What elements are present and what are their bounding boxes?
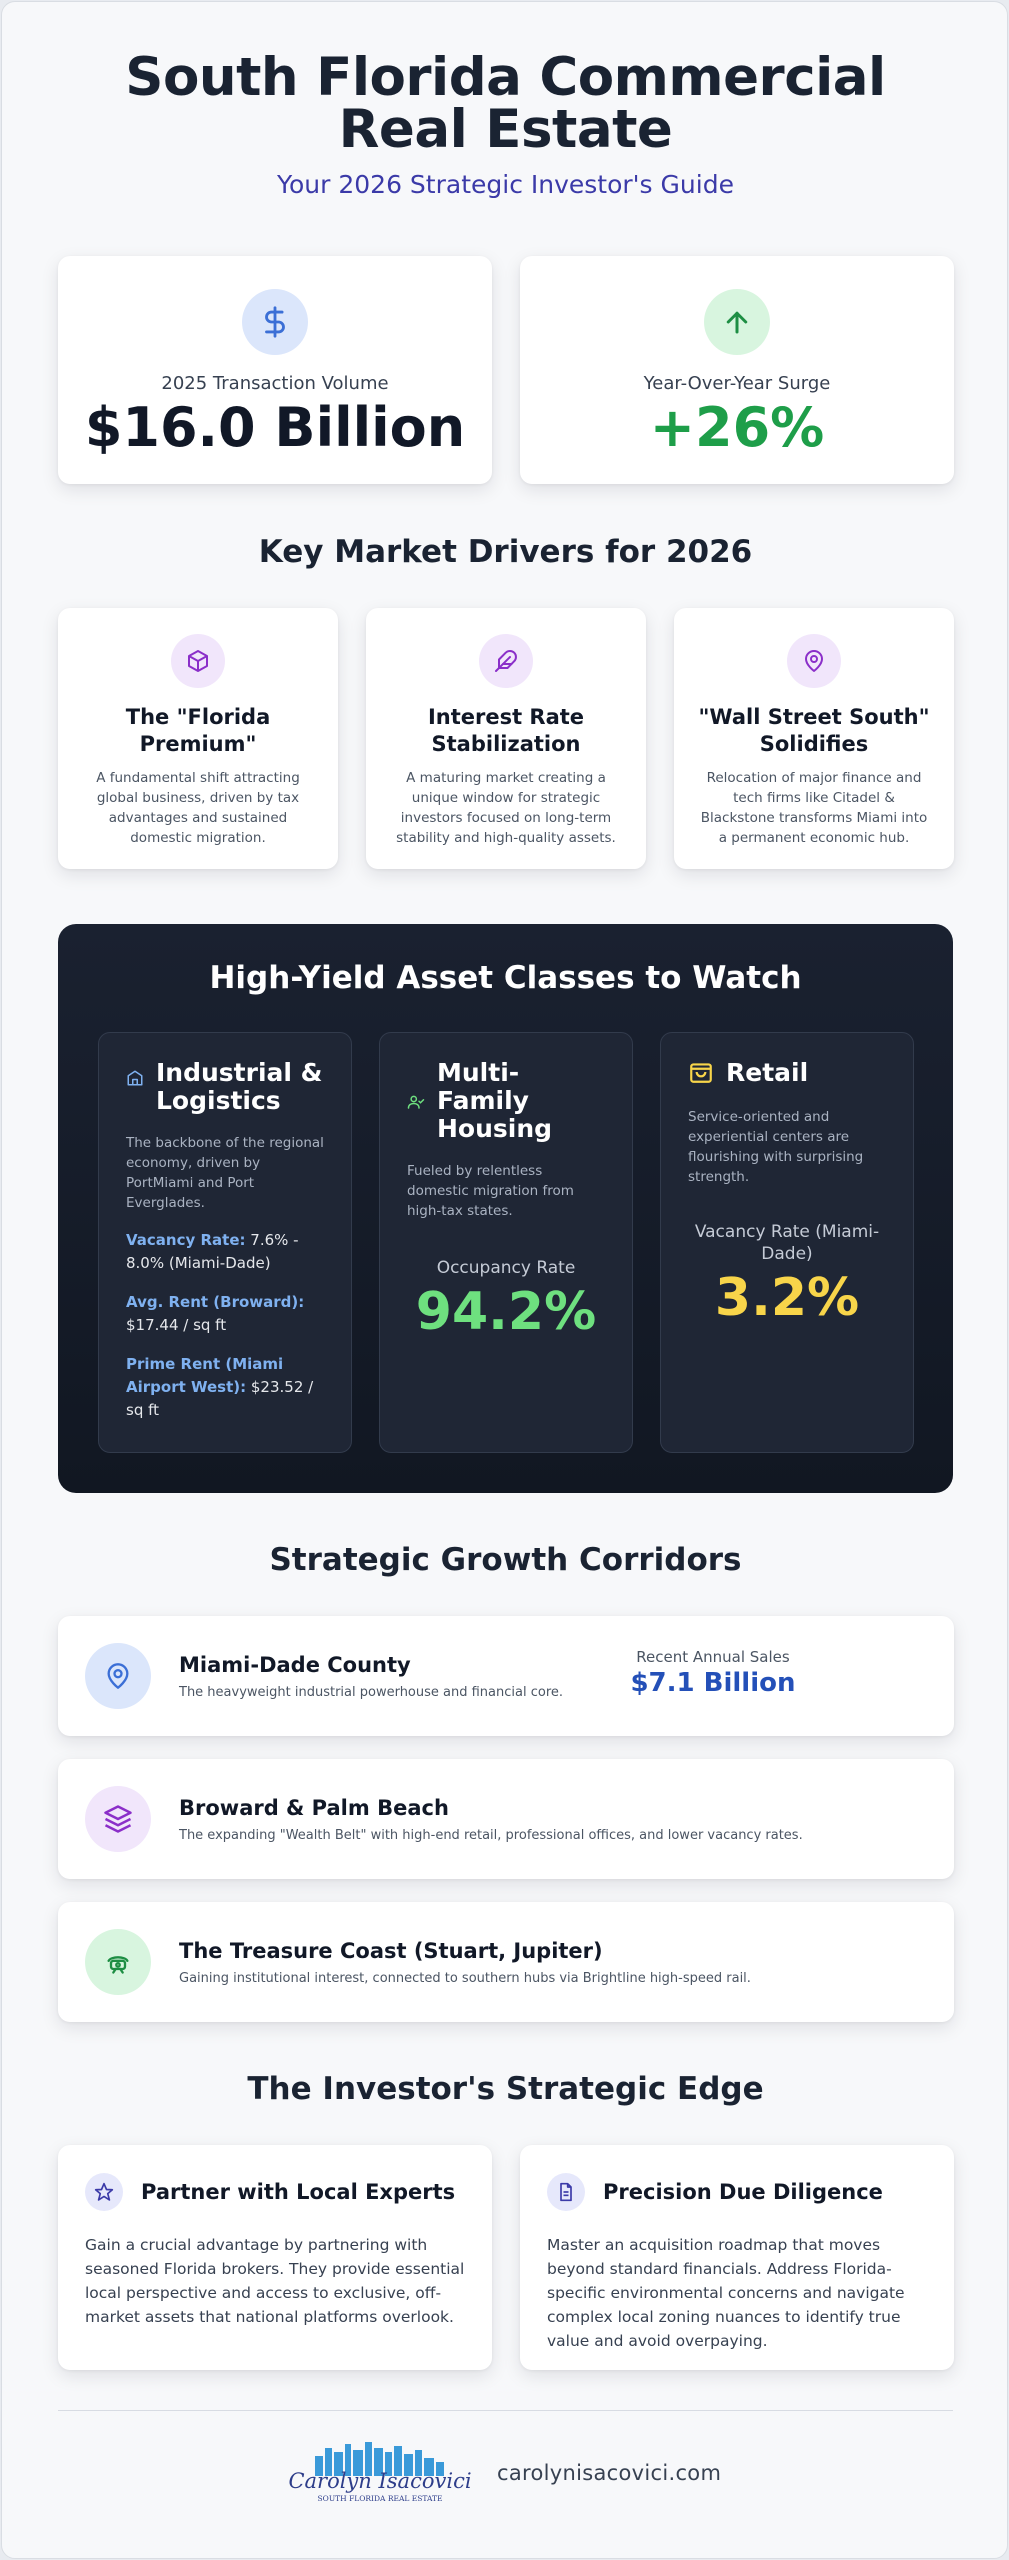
corridor-description: The expanding "Wealth Belt" with high-en… — [179, 1827, 803, 1843]
edge-title: Partner with Local Experts — [141, 2180, 456, 2204]
stat-label: Year-Over-Year Surge — [643, 373, 831, 394]
footer-divider — [58, 2410, 953, 2411]
asset-title: Industrial & Logistics — [156, 1058, 323, 1115]
corridor-sales: Recent Annual Sales $7.1 Billion — [603, 1648, 823, 1698]
corridor-card-miami-dade: Miami-Dade County The heavyweight indust… — [58, 1616, 954, 1736]
asset-stat: Avg. Rent (Broward): $17.44 / sq ft — [126, 1291, 324, 1337]
stat-value: $16.0 Billion — [84, 396, 466, 459]
driver-card-wall-street-south: "Wall Street South" Solidifies Relocatio… — [674, 608, 954, 869]
svg-text:SOUTH FLORIDA REAL ESTATE: SOUTH FLORIDA REAL ESTATE — [318, 2494, 443, 2503]
sales-label: Recent Annual Sales — [636, 1648, 790, 1666]
asset-card-multifamily: Multi-Family Housing Fueled by relentles… — [379, 1032, 633, 1453]
corridor-card-treasure-coast: The Treasure Coast (Stuart, Jupiter) Gai… — [58, 1902, 954, 2022]
asset-card-industrial: Industrial & Logistics The backbone of t… — [98, 1032, 352, 1453]
map-pin-icon — [787, 634, 841, 688]
asset-metric: Occupancy Rate 94.2% — [407, 1257, 605, 1341]
stat-value: +26% — [649, 396, 825, 459]
dollar-icon — [242, 289, 308, 355]
svg-text:Carolyn Isacovici: Carolyn Isacovici — [288, 2469, 471, 2493]
assets-section-title: High-Yield Asset Classes to Watch — [209, 960, 802, 996]
asset-metric: Vacancy Rate (Miami-Dade) 3.2% — [688, 1221, 886, 1327]
map-pin-icon — [85, 1643, 151, 1709]
company-logo[interactable]: Carolyn Isacovici SOUTH FLORIDA REAL EST… — [287, 2438, 473, 2508]
corridors-section-title: Strategic Growth Corridors — [269, 1542, 742, 1578]
asset-title: Multi-Family Housing — [437, 1058, 553, 1143]
corridor-name: Miami-Dade County — [179, 1652, 411, 1677]
asset-stat: Vacancy Rate: 7.6% - 8.0% (Miami-Dade) — [126, 1229, 324, 1275]
drivers-section-title: Key Market Drivers for 2026 — [258, 534, 753, 570]
asset-stat-value: $17.44 / sq ft — [126, 1316, 227, 1334]
edge-section-title: The Investor's Strategic Edge — [247, 2071, 764, 2107]
driver-card-florida-premium: The "Florida Premium" A fundamental shif… — [58, 608, 338, 869]
asset-stat-key: Vacancy Rate: — [126, 1231, 246, 1249]
train-icon — [85, 1929, 151, 1995]
asset-title: Retail — [726, 1058, 809, 1087]
warehouse-icon — [126, 1069, 144, 1091]
asset-stat-value: 7.6% - 8.0% (Miami-Dade) — [126, 1231, 299, 1272]
asset-stat: Prime Rent (Miami Airport West): $23.52 … — [126, 1353, 324, 1422]
driver-text: A maturing market creating a unique wind… — [396, 770, 616, 846]
cube-icon — [171, 634, 225, 688]
asset-description: The backbone of the regional economy, dr… — [126, 1135, 324, 1211]
asset-classes-panel: High-Yield Asset Classes to Watch Indust… — [58, 924, 953, 1493]
driver-title: "Wall Street South" Solidifies — [698, 705, 930, 756]
arrow-up-icon — [704, 289, 770, 355]
page-subtitle: Your 2026 Strategic Investor's Guide — [277, 170, 734, 199]
driver-card-interest-rate: Interest Rate Stabilization A maturing m… — [366, 608, 646, 869]
page-title: South Florida Commercial Real Estate — [125, 47, 886, 160]
document-icon — [547, 2173, 585, 2211]
hero-header: South Florida Commercial Real Estate You… — [58, 47, 953, 199]
edge-text: Master an acquisition roadmap that moves… — [547, 2236, 905, 2350]
sales-value: $7.1 Billion — [630, 1668, 796, 1698]
metric-value: 3.2% — [714, 1268, 860, 1328]
asset-description: Fueled by relentless domestic migration … — [407, 1163, 574, 1219]
asset-stat-key: Avg. Rent (Broward): — [126, 1293, 305, 1311]
shopping-bag-icon — [688, 1059, 714, 1089]
asset-description: Service-oriented and experiential center… — [688, 1109, 864, 1185]
edge-title: Precision Due Diligence — [603, 2180, 883, 2204]
stat-label: 2025 Transaction Volume — [161, 373, 389, 394]
metric-label: Vacancy Rate (Miami-Dade) — [694, 1222, 880, 1264]
corridor-description: Gaining institutional interest, connecte… — [179, 1970, 751, 1986]
driver-text: Relocation of major finance and tech fir… — [700, 770, 928, 846]
edge-card-local-experts: Partner with Local Experts Gain a crucia… — [58, 2145, 492, 2370]
asset-card-retail: Retail Service-oriented and experiential… — [660, 1032, 914, 1453]
edge-card-due-diligence: Precision Due Diligence Master an acquis… — [520, 2145, 954, 2370]
edge-text: Gain a crucial advantage by partnering w… — [85, 2236, 465, 2326]
metric-value: 94.2% — [415, 1282, 597, 1342]
stat-card-transaction-volume: 2025 Transaction Volume $16.0 Billion — [58, 256, 492, 484]
asset-stat-value: $23.52 / sq ft — [126, 1378, 314, 1419]
driver-text: A fundamental shift attracting global bu… — [96, 770, 300, 846]
star-icon — [85, 2173, 123, 2211]
corridor-name: The Treasure Coast (Stuart, Jupiter) — [179, 1938, 603, 1963]
metric-label: Occupancy Rate — [436, 1258, 576, 1278]
website-link[interactable]: carolynisacovici.com — [497, 2461, 722, 2485]
layers-icon — [85, 1786, 151, 1852]
asset-stat-key: Prime Rent (Miami Airport West): — [126, 1355, 284, 1396]
corridor-description: The heavyweight industrial powerhouse an… — [179, 1684, 564, 1700]
driver-title: The "Florida Premium" — [125, 705, 271, 756]
feather-icon — [479, 634, 533, 688]
corridor-card-broward-palm-beach: Broward & Palm Beach The expanding "Weal… — [58, 1759, 954, 1879]
users-icon — [407, 1093, 425, 1115]
corridor-name: Broward & Palm Beach — [179, 1795, 449, 1820]
stat-card-yoy-surge: Year-Over-Year Surge +26% — [520, 256, 954, 484]
footer: Carolyn Isacovici SOUTH FLORIDA REAL EST… — [287, 2438, 767, 2508]
driver-title: Interest Rate Stabilization — [427, 705, 585, 756]
